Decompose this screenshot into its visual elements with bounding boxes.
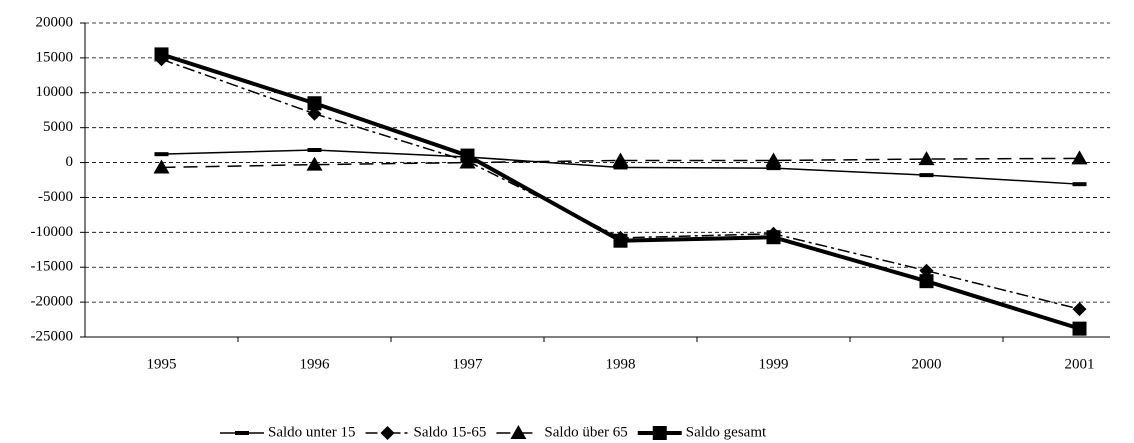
x-tick-label: 1998 xyxy=(606,356,636,372)
y-tick-label: 0 xyxy=(66,154,74,170)
y-tick-label: -15000 xyxy=(31,259,74,275)
y-tick-label: 15000 xyxy=(36,49,74,65)
x-tick-label: 1999 xyxy=(759,356,789,372)
series xyxy=(154,147,1087,187)
legend-label: Saldo 15-65 xyxy=(414,424,487,440)
marker xyxy=(613,233,628,248)
marker xyxy=(153,159,170,174)
marker xyxy=(613,165,628,170)
y-tick-label: -20000 xyxy=(31,294,74,310)
y-tick-label: -10000 xyxy=(31,224,74,240)
marker xyxy=(380,426,395,440)
marker xyxy=(307,147,322,152)
marker xyxy=(766,166,781,171)
marker xyxy=(307,96,322,111)
series-line xyxy=(160,52,1081,331)
x-tick-label: 1997 xyxy=(453,356,484,372)
marker xyxy=(306,156,323,171)
marker xyxy=(765,152,782,167)
marker xyxy=(919,274,934,289)
y-tick-label: -5000 xyxy=(38,189,73,205)
series xyxy=(154,47,1087,336)
marker xyxy=(612,152,629,167)
legend-label: Saldo gesamt xyxy=(686,424,767,440)
marker xyxy=(766,230,781,245)
marker xyxy=(235,431,249,435)
series xyxy=(153,150,1088,174)
marker xyxy=(1072,182,1087,187)
legend: Saldo unter 15 Saldo 15-65 Saldo über 65 Sa… xyxy=(220,424,767,440)
x-tick-label: 1995 xyxy=(147,356,177,372)
marker xyxy=(154,152,169,157)
marker xyxy=(1071,150,1088,165)
marker xyxy=(460,148,475,163)
y-tick-label: 5000 xyxy=(43,119,73,135)
y-tick-label: -25000 xyxy=(31,328,74,344)
x-tick-label: 2001 xyxy=(1065,356,1095,372)
series xyxy=(154,52,1087,317)
x-tick-label: 2000 xyxy=(912,356,942,372)
y-tick-label: 20000 xyxy=(36,14,74,30)
y-tick-label: 10000 xyxy=(36,84,74,100)
marker xyxy=(652,426,667,440)
x-tick-label: 1996 xyxy=(300,356,331,372)
marker xyxy=(918,151,935,166)
legend-label: Saldo unter 15 xyxy=(268,424,356,440)
marker xyxy=(1072,321,1087,336)
marker xyxy=(919,173,934,178)
marker xyxy=(1072,302,1087,317)
marker xyxy=(154,47,169,62)
legend-label: Saldo über 65 xyxy=(544,424,627,440)
marker xyxy=(510,425,527,439)
